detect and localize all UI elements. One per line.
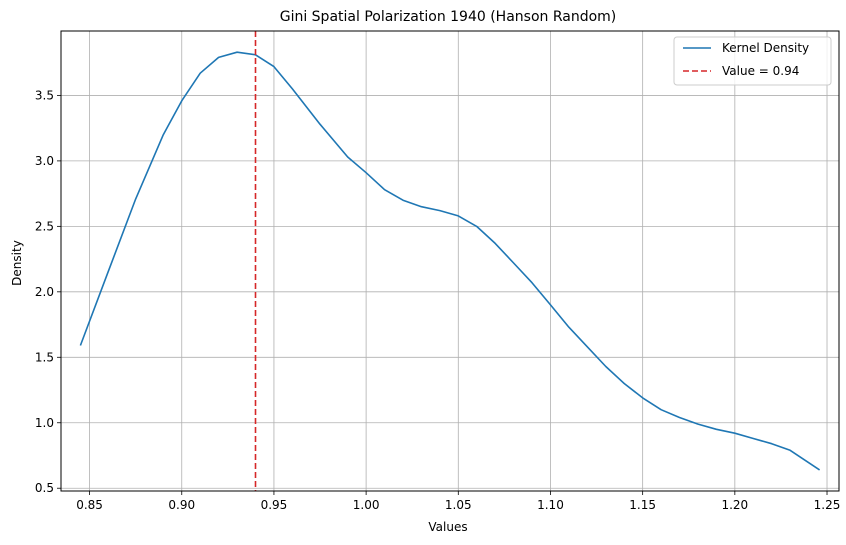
- x-tick-label: 0.95: [261, 498, 288, 512]
- x-tick-label: 0.85: [76, 498, 103, 512]
- chart-title: Gini Spatial Polarization 1940 (Hanson R…: [280, 9, 617, 25]
- legend-box: [673, 36, 832, 86]
- y-tick-label: 3.0: [35, 154, 54, 168]
- y-axis-label: Density: [10, 240, 24, 286]
- legend: Kernel Density Value = 0.94: [673, 36, 832, 86]
- y-tick-label: 1.0: [35, 416, 54, 430]
- y-tick-label: 0.5: [35, 481, 54, 495]
- x-tick-label: 1.25: [814, 498, 841, 512]
- kde-curve: [79, 51, 821, 471]
- legend-label-kde: Kernel Density: [722, 41, 809, 55]
- x-tick-label: 1.15: [629, 498, 656, 512]
- x-tick-label: 1.05: [445, 498, 472, 512]
- x-tick-label: 1.00: [353, 498, 380, 512]
- y-tick-label: 1.5: [35, 350, 54, 364]
- plot-area: [79, 31, 821, 491]
- grid: [61, 31, 839, 491]
- x-tick-label: 0.90: [168, 498, 195, 512]
- x-axis-ticks: 0.85 0.90 0.95 1.00 1.05 1.10 1.15 1.20 1.25: [76, 491, 840, 512]
- x-tick-label: 1.10: [537, 498, 564, 512]
- y-axis-ticks: 0.5 1.0 1.5 2.0 2.5 3.0 3.5: [35, 88, 61, 495]
- y-tick-label: 3.5: [35, 88, 54, 102]
- y-tick-label: 2.5: [35, 219, 54, 233]
- legend-label-value: Value = 0.94: [722, 64, 799, 78]
- y-tick-label: 2.0: [35, 285, 54, 299]
- axes-frame: [60, 30, 840, 492]
- x-axis-label: Values: [428, 520, 467, 534]
- x-tick-label: 1.20: [721, 498, 748, 512]
